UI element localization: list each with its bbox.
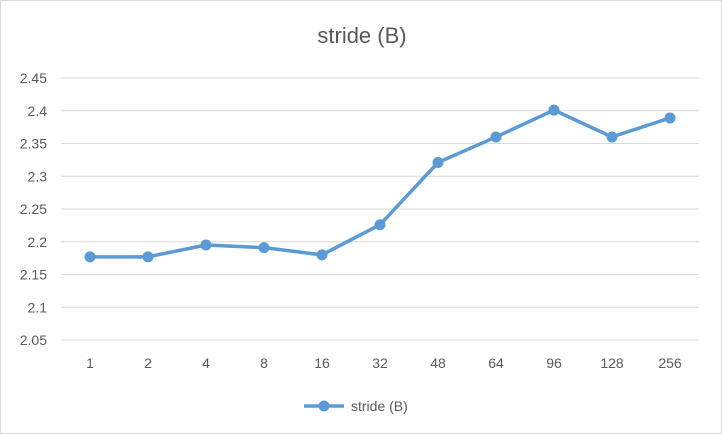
data-point — [606, 131, 618, 143]
data-point — [374, 219, 386, 231]
x-tick-label: 8 — [260, 355, 268, 371]
x-tick-label: 128 — [600, 355, 624, 371]
legend: stride (B) — [304, 398, 408, 414]
x-axis-ticks: 1 2 4 8 16 32 48 64 96 128 256 — [86, 355, 682, 371]
data-point — [200, 239, 212, 251]
y-tick-label: 2.2 — [28, 234, 48, 250]
series-line — [88, 108, 672, 259]
y-tick-label: 2.35 — [20, 136, 47, 152]
data-point — [142, 251, 154, 263]
gridlines — [61, 77, 699, 341]
chart-title: stride (B) — [317, 23, 406, 48]
x-tick-label: 1 — [86, 355, 94, 371]
legend-marker — [318, 400, 330, 412]
x-tick-label: 32 — [372, 355, 388, 371]
data-point — [432, 156, 444, 168]
y-axis-ticks: 2.05 2.1 2.15 2.2 2.25 2.3 2.35 2.4 2.45 — [20, 70, 47, 348]
data-point — [548, 104, 560, 116]
data-point — [664, 112, 676, 124]
x-tick-label: 64 — [488, 355, 504, 371]
x-tick-label: 2 — [144, 355, 152, 371]
y-tick-label: 2.15 — [20, 267, 47, 283]
y-tick-label: 2.45 — [20, 70, 47, 86]
x-tick-label: 4 — [202, 355, 210, 371]
data-point — [490, 131, 502, 143]
y-tick-label: 2.25 — [20, 201, 47, 217]
legend-label: stride (B) — [351, 398, 408, 414]
data-point — [258, 242, 270, 254]
x-tick-label: 16 — [314, 355, 330, 371]
y-tick-label: 2.1 — [28, 299, 48, 315]
x-tick-label: 48 — [430, 355, 446, 371]
data-point — [84, 251, 96, 263]
x-tick-label: 96 — [546, 355, 562, 371]
x-tick-label: 256 — [658, 355, 682, 371]
data-point — [316, 249, 328, 261]
y-tick-label: 2.05 — [20, 332, 47, 348]
series-layer — [84, 104, 676, 263]
y-tick-label: 2.4 — [28, 103, 48, 119]
y-tick-label: 2.3 — [28, 168, 48, 184]
